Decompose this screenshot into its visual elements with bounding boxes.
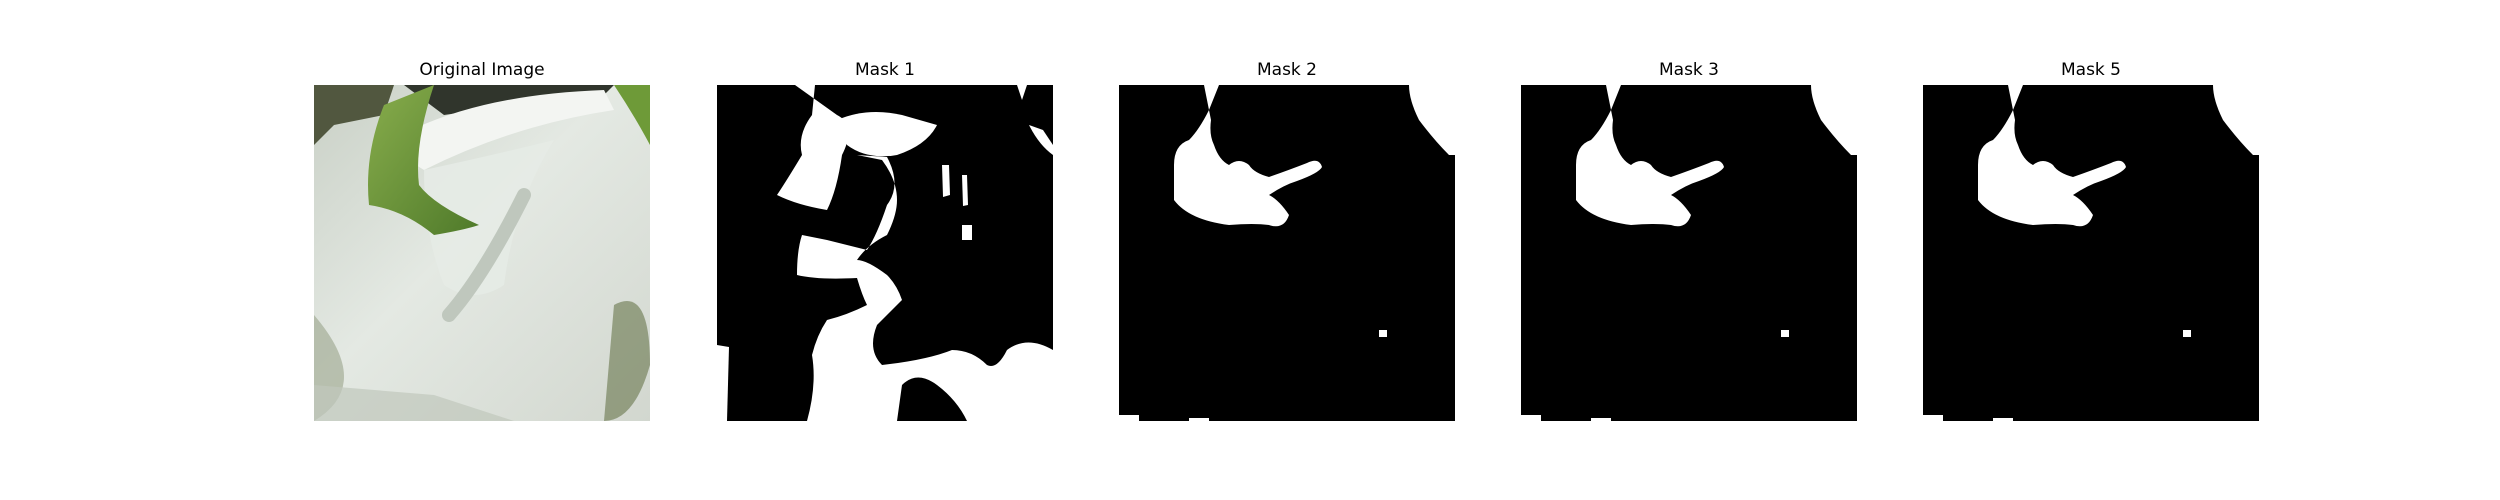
mask-3-image [1521,85,1857,421]
mask-5-image [1923,85,2259,421]
original-image [314,85,650,421]
panel-title: Mask 2 [1256,60,1317,80]
mask-2-image [1119,85,1455,421]
panel-title: Mask 3 [1658,60,1719,80]
panel-title: Original Image [419,60,545,80]
panel-title: Mask 5 [2060,60,2121,80]
panel-title: Mask 1 [854,60,915,80]
mask-1-image [717,85,1053,421]
